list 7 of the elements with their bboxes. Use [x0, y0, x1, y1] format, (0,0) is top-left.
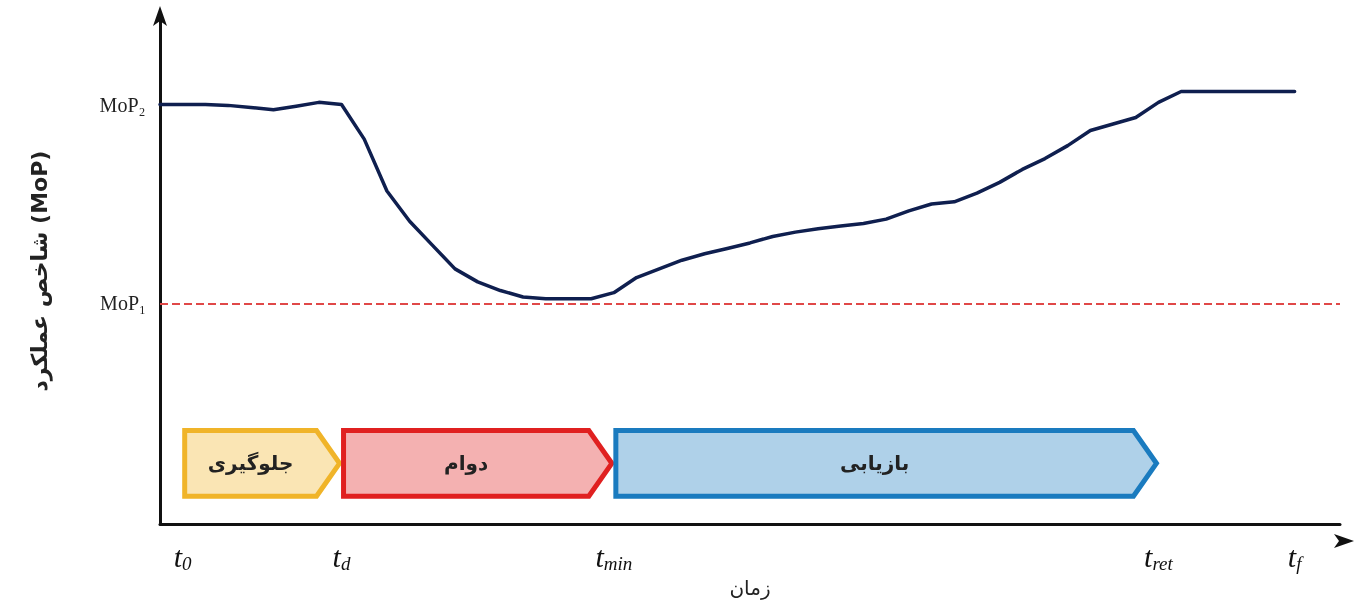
band-label: جلوگیری: [207, 451, 294, 476]
band-label: بازیابی: [839, 451, 910, 476]
band-label: دوام: [444, 451, 489, 476]
x-axis-title: زمان: [729, 576, 771, 600]
ref-line-label: MoP₁: [100, 292, 146, 315]
y-axis-title: شاخص عملکرد (MoP): [26, 150, 53, 392]
text: MoP₂: [99, 93, 146, 116]
